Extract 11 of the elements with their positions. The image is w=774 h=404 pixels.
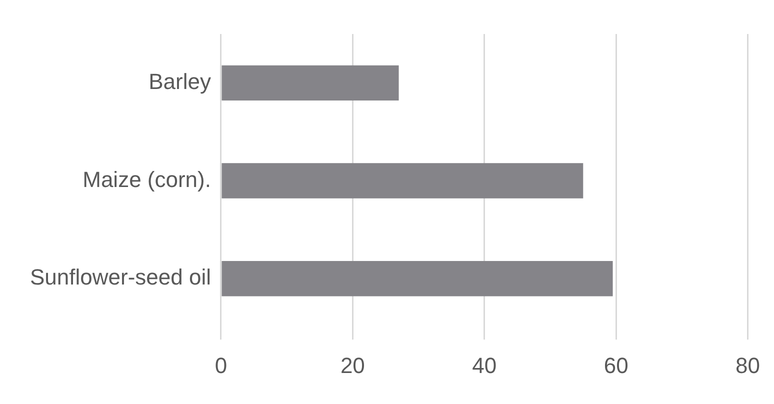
y-tick-label: Sunflower-seed oil bbox=[30, 264, 211, 290]
x-tick-label: 60 bbox=[604, 352, 628, 378]
x-tick-label: 20 bbox=[340, 352, 365, 378]
bar bbox=[222, 261, 613, 296]
y-tick-label: Maize (corn). bbox=[82, 166, 211, 192]
x-tick-label: 40 bbox=[472, 352, 497, 378]
y-tick-label: Barley bbox=[148, 68, 211, 94]
bar bbox=[222, 163, 584, 198]
x-tick-label: 0 bbox=[214, 352, 228, 378]
bar bbox=[222, 65, 399, 101]
x-tick-label: 80 bbox=[736, 352, 760, 378]
